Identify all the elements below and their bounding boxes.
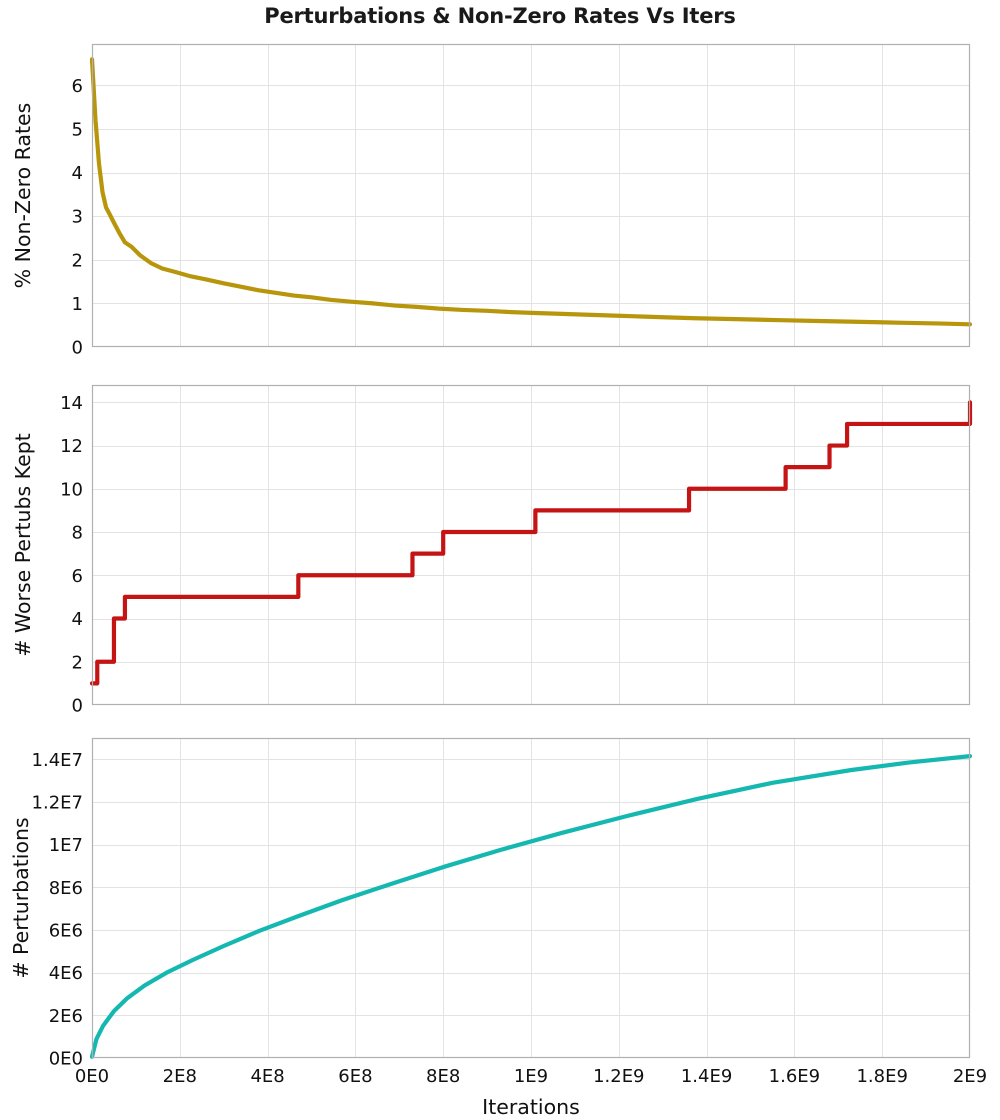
y-tick-label: 0 xyxy=(72,338,83,359)
y-tick-label: 10 xyxy=(60,479,83,500)
series-path-1 xyxy=(89,400,973,686)
x-tick-label: 1.8E9 xyxy=(856,1066,907,1087)
y-tick-label: 3 xyxy=(72,207,83,228)
y-tick-label: 1 xyxy=(72,294,83,315)
y-tick-label: 0E0 xyxy=(49,1049,83,1070)
y-tick-label: 1E7 xyxy=(49,835,83,856)
y-tick-label: 1.2E7 xyxy=(32,793,83,814)
y-tick-label: 4 xyxy=(72,609,83,630)
y-tick-label: 8 xyxy=(72,523,83,544)
x-tick-label: 1.4E9 xyxy=(681,1066,732,1087)
y-tick-label: 4E6 xyxy=(49,963,83,984)
y-tick-label: 2E6 xyxy=(49,1006,83,1027)
y-axis-label-0: % Non-Zero Rates xyxy=(11,103,35,289)
y-tick-label: 2 xyxy=(72,250,83,271)
x-axis-label: Iterations xyxy=(482,1095,580,1119)
y-tick-label: 6E6 xyxy=(49,921,83,942)
series-path-2 xyxy=(89,754,973,1059)
y-tick-label: 1.4E7 xyxy=(32,750,83,771)
plot-border xyxy=(91,737,971,1059)
y-tick-label: 8E6 xyxy=(49,878,83,899)
y-tick-labels-2: 0E0 2E6 4E6 6E6 8E6 1E7 1.2E7 1.4E7 xyxy=(32,750,83,1070)
subplot-2: 0E0 2E6 4E6 6E6 8E6 1E7 1.2E7 1.4E7 # Perturbati… xyxy=(9,737,987,1119)
x-tick-label: 4E8 xyxy=(250,1066,284,1087)
x-tick-label: 1.2E9 xyxy=(593,1066,644,1087)
x-tick-label: 1.6E9 xyxy=(769,1066,820,1087)
x-tick-label: 8E8 xyxy=(426,1066,460,1087)
y-tick-label: 0 xyxy=(72,696,83,717)
gridlines xyxy=(92,385,970,705)
series-path-0 xyxy=(89,57,973,327)
y-tick-label: 6 xyxy=(72,76,83,97)
plot-border xyxy=(91,43,971,348)
plot-border xyxy=(91,384,971,706)
y-tick-labels-0: 0 1 2 3 4 5 6 xyxy=(72,76,83,359)
chart-title: Perturbations & Non-Zero Rates Vs Iters xyxy=(264,4,736,28)
y-tick-label: 12 xyxy=(60,436,83,457)
x-tick-labels: 0E0 2E8 4E8 6E8 8E8 1E9 1.2E9 1.4E9 1.6E9 1.8E9 2E… xyxy=(75,1066,987,1087)
y-axis-label-1: # Worse Pertubs Kept xyxy=(11,433,35,657)
y-tick-labels-1: 0 2 4 6 8 10 12 14 xyxy=(60,393,83,717)
subplot-0: 0 1 2 3 4 5 6 % Non-Zero Rates xyxy=(11,43,973,359)
y-tick-label: 14 xyxy=(60,393,83,414)
y-tick-label: 5 xyxy=(72,120,83,141)
y-axis-label-2: # Perturbations xyxy=(9,817,33,978)
gridlines xyxy=(92,44,970,347)
x-tick-label: 2E8 xyxy=(163,1066,197,1087)
x-tick-label: 6E8 xyxy=(338,1066,372,1087)
x-tick-label: 2E9 xyxy=(953,1066,987,1087)
y-tick-label: 2 xyxy=(72,652,83,673)
y-tick-label: 6 xyxy=(72,566,83,587)
gridlines xyxy=(92,738,970,1058)
x-tick-label: 0E0 xyxy=(75,1066,109,1087)
x-tick-label: 1E9 xyxy=(514,1066,548,1087)
subplot-1: 0 2 4 6 8 10 12 14 # Worse Pertubs Kept xyxy=(11,384,973,717)
y-tick-label: 4 xyxy=(72,163,83,184)
